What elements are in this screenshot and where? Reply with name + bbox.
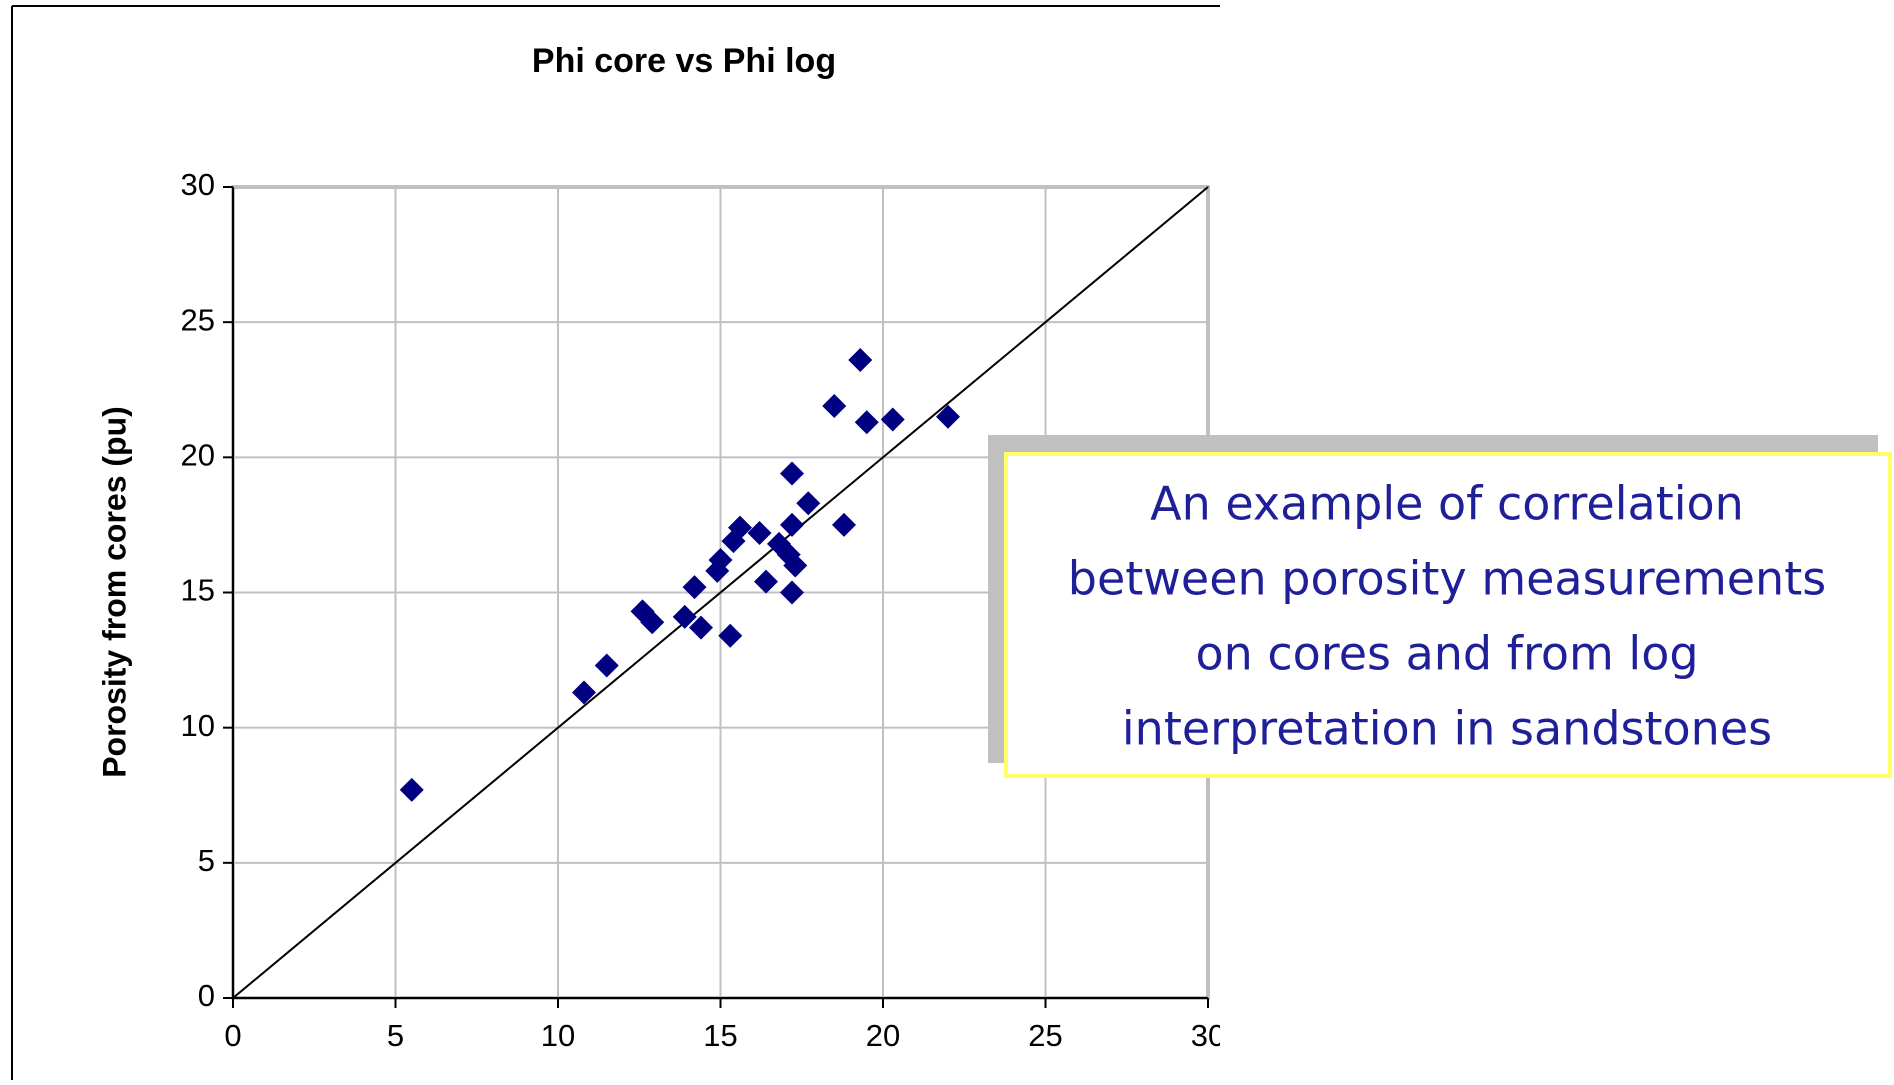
y-tick-label: 5: [198, 843, 215, 878]
annotation-line: on cores and from log: [1195, 627, 1698, 681]
chart-title: Phi core vs Phi log: [532, 42, 836, 80]
x-tick-label: 15: [703, 1018, 737, 1053]
annotation: An example of correlation between porosit…: [1068, 477, 1826, 756]
data-point: [640, 610, 665, 635]
data-point: [780, 512, 804, 537]
data-point: [783, 553, 808, 578]
x-tick-label: 30: [1191, 1018, 1225, 1053]
data-point: [822, 393, 847, 418]
data-point: [572, 680, 596, 705]
y-tick-label: 20: [181, 438, 215, 473]
data-point: [848, 348, 873, 373]
data-point: [780, 580, 804, 605]
data-point: [682, 575, 707, 600]
data-point: [672, 604, 697, 629]
y-tick-label: 15: [181, 573, 215, 608]
data-point: [854, 410, 879, 435]
data-point: [936, 404, 960, 429]
data-point: [754, 569, 778, 594]
y-axis-label: Porosity from cores (pu): [96, 406, 132, 778]
data-point: [594, 653, 619, 678]
x-tick-label: 25: [1028, 1018, 1062, 1053]
y-tick-label: 25: [181, 302, 215, 337]
identity-line: [232, 186, 1209, 999]
data-point: [880, 407, 905, 432]
x-tick-label: 20: [866, 1018, 900, 1053]
data-point: [780, 461, 804, 486]
data-point: [689, 615, 713, 640]
x-tick-label: 10: [541, 1018, 575, 1053]
data-point: [728, 515, 752, 540]
data-point: [832, 512, 856, 537]
data-point: [747, 521, 772, 546]
annotation-line: An example of correlation: [1150, 477, 1744, 531]
x-tick-label: 0: [224, 1018, 241, 1053]
data-point: [718, 623, 743, 648]
data-point: [399, 777, 424, 802]
annotation-box: [1004, 452, 1892, 778]
y-tick-label: 0: [198, 978, 215, 1013]
data-point: [708, 548, 733, 573]
y-tick-label: 10: [181, 708, 215, 743]
annotation-line: between porosity measurements: [1068, 552, 1826, 606]
data-point: [796, 491, 821, 516]
annotation-line: interpretation in sandstones: [1122, 702, 1772, 756]
x-tick-label: 5: [387, 1018, 404, 1053]
y-tick-label: 30: [181, 167, 215, 202]
